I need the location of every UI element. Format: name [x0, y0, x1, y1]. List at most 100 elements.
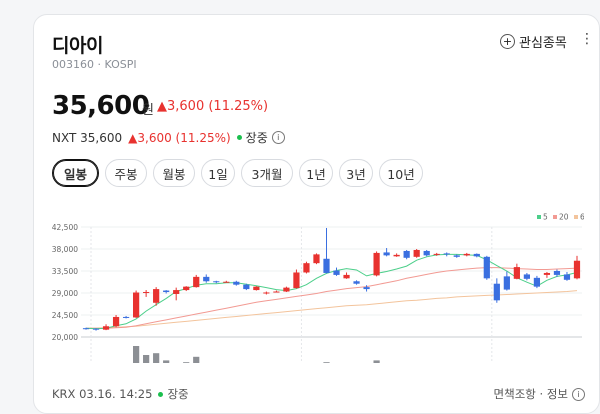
- candle-body: [373, 252, 380, 276]
- nxt-status: 장중: [245, 131, 268, 145]
- info-icon: i: [572, 387, 585, 401]
- candle-body: [363, 287, 370, 290]
- candle-body: [443, 253, 450, 255]
- current-price: 35,600: [52, 91, 150, 121]
- y-tick-label: 33,500: [52, 267, 78, 276]
- plus-icon: +: [500, 34, 515, 49]
- stock-code-market: 003160 · KOSPI: [52, 58, 137, 71]
- nxt-row: NXT 35,600 ▲3,600 (11.25%) 장중 i: [52, 129, 285, 146]
- y-tick-label: 29,000: [52, 289, 78, 298]
- candle-body: [303, 263, 310, 273]
- candle-body: [463, 253, 470, 256]
- candle-body: [313, 254, 320, 264]
- volume-bar: [153, 353, 160, 363]
- live-dot-icon: [236, 135, 242, 140]
- candle-body: [483, 256, 490, 279]
- candle-body: [553, 271, 561, 275]
- tab-5[interactable]: 1년: [299, 159, 333, 187]
- candle-body: [112, 316, 120, 327]
- tab-4[interactable]: 3개월: [241, 159, 293, 187]
- legend-swatch: [537, 215, 541, 219]
- volume-bar: [373, 360, 380, 363]
- candle-body: [563, 274, 571, 280]
- candle-body: [203, 276, 210, 282]
- nxt-price: 35,600: [80, 130, 123, 145]
- footer-market-time: KRX 03.16. 14:25: [52, 387, 153, 401]
- candle-body: [283, 287, 290, 292]
- legend-label: 60: [580, 213, 584, 222]
- candle-body: [213, 281, 220, 283]
- candle-body: [433, 253, 440, 255]
- ma20-line: [85, 267, 578, 329]
- candle-body: [273, 291, 280, 293]
- stock-name: 디아이: [52, 35, 103, 57]
- period-tabs: 일봉 주봉 월봉 1일 3개월 1년 3년 10년: [52, 159, 423, 187]
- candle-body: [493, 283, 500, 301]
- candle-body: [323, 258, 330, 273]
- volume-bar: [163, 360, 170, 363]
- candle-body: [413, 249, 420, 257]
- tab-7[interactable]: 10년: [379, 159, 423, 187]
- more-icon[interactable]: ⋮: [580, 31, 594, 47]
- volume-bar: [133, 346, 140, 363]
- candle-body: [223, 281, 230, 283]
- candle-body: [153, 289, 160, 303]
- info-icon[interactable]: i: [271, 131, 285, 144]
- candle-body: [243, 284, 250, 290]
- volume-bar: [183, 362, 190, 363]
- disclaimer-link[interactable]: 면책조항 · 정보 i: [494, 386, 585, 402]
- tab-3[interactable]: 1일: [201, 159, 235, 187]
- price-change: ▲3,600 (11.25%): [157, 99, 269, 114]
- candle-body: [423, 250, 430, 256]
- disclaimer-label: 면책조항 · 정보: [493, 387, 568, 401]
- candle-body: [573, 260, 581, 279]
- candle-body: [453, 255, 460, 257]
- candle-body: [533, 277, 541, 287]
- y-tick-label: 24,500: [52, 311, 78, 320]
- nxt-change: ▲3,600 (11.25%): [128, 130, 231, 145]
- candle-body: [183, 286, 190, 291]
- volume-bar: [323, 362, 330, 363]
- ma5-line: [85, 253, 578, 330]
- tab-6[interactable]: 3년: [339, 159, 373, 187]
- candle-body: [133, 292, 140, 318]
- footer-left: KRX 03.16. 14:25 장중: [52, 386, 189, 402]
- footer-status: 장중: [167, 387, 189, 401]
- candle-body: [163, 290, 170, 293]
- candle-body: [473, 253, 480, 257]
- price-unit: 원: [142, 103, 154, 118]
- live-dot-icon: [158, 391, 164, 397]
- candle-body: [253, 286, 260, 291]
- candle-body: [333, 270, 340, 275]
- candle-body: [173, 290, 180, 294]
- candle-body: [82, 328, 90, 330]
- legend-swatch: [553, 215, 557, 219]
- candle-body: [383, 252, 390, 256]
- volume-bar: [193, 356, 200, 363]
- candle-body: [193, 276, 200, 288]
- candle-body: [143, 292, 150, 294]
- candle-body: [403, 250, 410, 258]
- candle-body: [353, 281, 360, 284]
- tab-2[interactable]: 월봉: [153, 159, 195, 187]
- y-tick-label: 38,000: [52, 245, 78, 254]
- candle-body: [92, 328, 100, 330]
- candle-body: [513, 267, 520, 279]
- candle-body: [233, 281, 240, 285]
- candle-body: [503, 276, 510, 290]
- candle-body: [393, 254, 400, 257]
- legend-label: 5: [543, 213, 548, 222]
- y-tick-label: 20,000: [52, 333, 78, 342]
- candle-body: [523, 274, 530, 279]
- candle-body: [102, 326, 110, 330]
- candle-body: [122, 316, 130, 318]
- favorite-button[interactable]: + 관심종목: [500, 32, 567, 51]
- tab-1[interactable]: 주봉: [105, 159, 147, 187]
- legend-swatch: [574, 215, 578, 219]
- nxt-label: NXT: [52, 130, 77, 145]
- ma60-line: [85, 290, 578, 329]
- price-chart: 42,50038,00033,50029,00024,50020,00001/0…: [52, 213, 584, 363]
- candle-body: [343, 274, 350, 279]
- candle-body: [543, 272, 551, 275]
- tab-0[interactable]: 일봉: [52, 159, 99, 187]
